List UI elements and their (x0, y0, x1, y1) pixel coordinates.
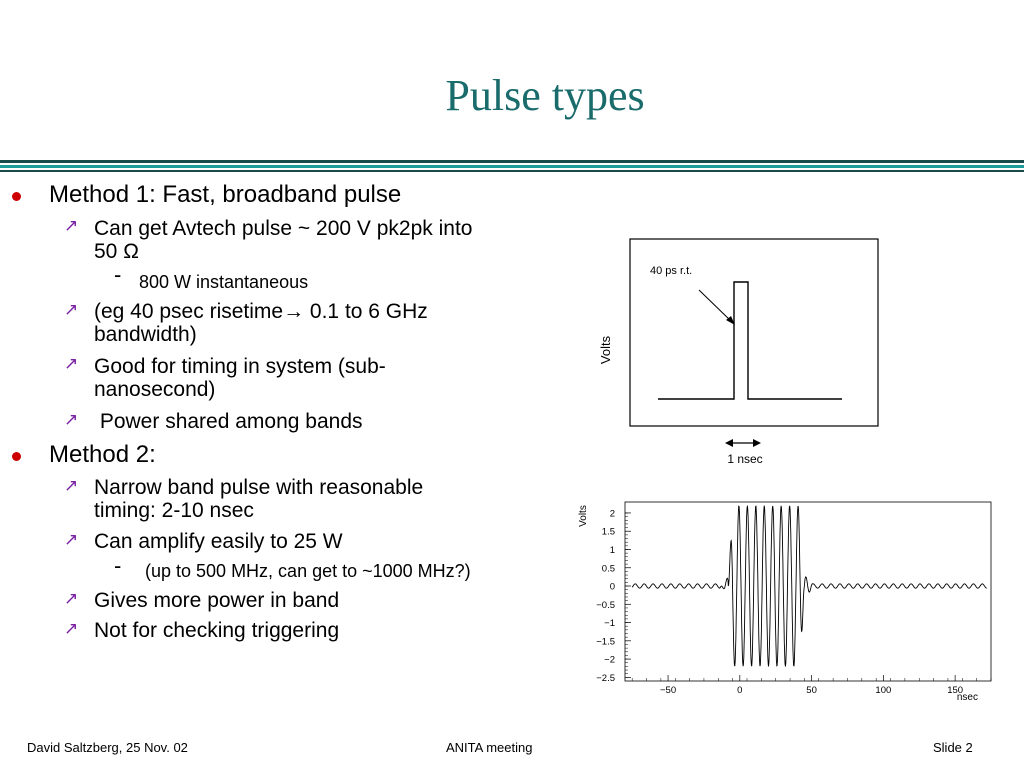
method2-label: Method 2: (49, 441, 156, 468)
x-tick-label: 50 (806, 685, 817, 696)
chart-xlabel: nsec (957, 692, 978, 703)
arrow-bullet-icon: ↗ (64, 589, 79, 608)
m1-sub4: Power shared among bands (94, 410, 363, 433)
dash-bullet-icon: - (114, 262, 122, 287)
y-tick-label: −2 (604, 655, 615, 666)
arrow-bullet-icon: ↗ (64, 476, 79, 495)
schematic-pulse-trace (658, 281, 842, 400)
schematic-annotation: 40 ps r.t. (650, 265, 692, 277)
bullet-dot-icon (12, 192, 21, 201)
m1-sub1-detail: 800 W instantaneous (139, 272, 309, 292)
x-tick-label: 100 (875, 685, 891, 696)
m2-sub2: Can amplify easily to 25 W (94, 530, 343, 553)
schematic-frame-overlay (629, 238, 879, 427)
waveform-chart: Volts nsec 2 1.5 1 0.5 0 −0.5 −1 −1.5 −2 −2.5 −50 0… (578, 501, 992, 703)
m2-sub4: Not for checking triggering (94, 619, 340, 642)
dash-bullet-icon: - (114, 553, 122, 578)
footer-author: David Saltzberg, 25 Nov. 02 (27, 740, 188, 755)
y-tick-label: 1.5 (602, 527, 615, 538)
annotation-arrow (698, 289, 733, 323)
arrow-bullet-icon: ↗ (64, 530, 79, 549)
waveform-trace (631, 505, 987, 667)
method1-label: Method 1: Fast, broadband pulse (49, 181, 402, 208)
m1-sub3: Good for timing in system (sub- (94, 355, 386, 378)
m1-sub1-cont: 50 Ω (94, 240, 139, 263)
schematic-ylabel: Volts (598, 335, 613, 364)
x-tick-label: 150 (947, 685, 963, 696)
y-tick-label: 0 (610, 582, 615, 593)
scale-label: 1 nsec (727, 452, 762, 466)
y-tick-label: 0.5 (602, 563, 615, 574)
y-tick-label: −1.5 (596, 636, 615, 647)
m1-sub1: Can get Avtech pulse ~ 200 V pk2pk into (94, 217, 473, 240)
arrow-bullet-icon: ↗ (64, 354, 79, 373)
pulse-schematic-figure: Volts 40 ps r.t. 1 nsec (598, 265, 842, 466)
x-tick-label: 0 (737, 685, 742, 696)
chart-frame (624, 501, 992, 682)
arrow-bullet-icon: ↗ (64, 410, 79, 429)
m2-sub1-cont: timing: 2-10 nsec (94, 499, 254, 522)
x-tick-label: −50 (660, 685, 676, 696)
y-tick-label: −0.5 (596, 600, 615, 611)
bullet-dot-icon (12, 452, 21, 461)
y-tick-label: −1 (604, 618, 615, 629)
arrow-bullet-icon: ↗ (64, 216, 79, 235)
m2-sub2-detail: (up to 500 MHz, can get to ~1000 MHz?) (145, 561, 471, 581)
footer-meeting: ANITA meeting (446, 740, 533, 755)
y-tick-label: −2.5 (596, 673, 615, 684)
scale-right-arrowhead-icon (753, 439, 761, 447)
arrow-bullet-icon: ↗ (64, 300, 79, 319)
y-tick-label: 1 (610, 545, 615, 556)
m2-sub3: Gives more power in band (94, 589, 340, 612)
chart-ylabel: Volts (578, 505, 589, 527)
m1-sub2-cont: bandwidth) (94, 323, 197, 346)
title-rule (0, 160, 1024, 172)
arrow-bullet-icon: ↗ (64, 619, 79, 638)
m1-sub3-cont: nanosecond) (94, 378, 216, 401)
m2-sub1: Narrow band pulse with reasonable (94, 476, 424, 499)
scale-left-arrowhead-icon (725, 439, 733, 447)
slide-title: Pulse types (445, 71, 645, 120)
annotation-arrowhead-icon (726, 316, 735, 325)
footer-slide-number: Slide 2 (933, 740, 973, 755)
m1-sub2: (eg 40 psec risetime→ 0.1 to 6 GHz (94, 300, 428, 323)
y-tick-label: 2 (610, 508, 615, 519)
